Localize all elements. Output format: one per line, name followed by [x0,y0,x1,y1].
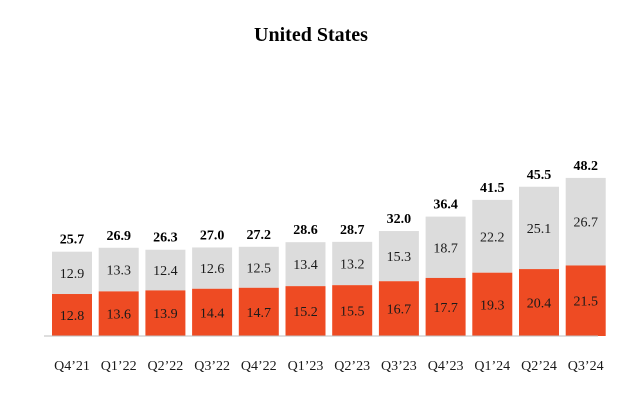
bar-segment-bottom [145,290,186,336]
bar-segment-top-label: 26.7 [573,216,598,231]
bar-segment-bottom [472,272,513,336]
total-labels-group: 25.7 26.9 26.3 27.0 27.2 28.6 28.7 32.0 36.4 41.5… [60,159,598,248]
bar-segment-bottom-label: 19.3 [480,298,505,313]
bar-total-label: 27.0 [200,228,225,243]
x-tick-label: Q3’23 [381,359,417,374]
bar-segment-top-label: 12.5 [247,261,272,276]
bar-segment-bottom [192,288,233,336]
x-tick-label: Q2’22 [148,359,184,374]
bar-segment-top [52,251,92,295]
bar-segment-top-label: 12.9 [60,267,85,282]
bar-segment-bottom-label: 20.4 [527,297,552,312]
bar-segment-top [472,199,513,273]
x-tick-label: Q1’23 [288,359,324,374]
bar-total-label: 26.9 [106,229,131,244]
x-tick-label: Q4’22 [241,359,277,374]
bar-segment-bottom-label: 15.2 [293,305,318,320]
bar-segment-bottom-label: 17.7 [433,301,458,316]
x-tick-label: Q2’24 [521,359,557,374]
bar-segment-bottom [98,291,139,336]
bar-segment-bottom [519,269,559,336]
bar-total-label: 28.6 [293,223,318,238]
bar-segment-top [332,241,373,286]
bar-segment-top-label: 13.2 [340,258,365,273]
x-tick-label: Q4’23 [428,359,464,374]
x-tick-label: Q3’22 [194,359,230,374]
bar-total-label: 36.4 [433,198,458,213]
bar-total-label: 26.3 [153,231,178,246]
bar-segment-top-label: 12.6 [200,262,225,277]
bar-segment-top-label: 12.4 [153,264,178,279]
bar-segment-bottom [378,281,419,336]
bar-segment-top [519,186,559,270]
bar-segment-bottom [285,286,326,336]
bar-segment-bottom [332,285,373,336]
bar-segment-top-label: 13.3 [106,264,131,279]
bar-segment-bottom-label: 14.4 [200,306,225,321]
x-tick-label: Q1’22 [101,359,137,374]
bar-segment-top-label: 22.2 [480,230,505,245]
bar-total-label: 32.0 [387,212,412,227]
bar-total-label: 41.5 [480,181,505,196]
bar-total-label: 25.7 [60,233,85,248]
bar-total-label: 27.2 [247,228,272,243]
bar-segment-bottom [238,287,279,336]
bar-segment-top [378,231,419,282]
bar-segment-bottom-label: 14.7 [247,306,272,321]
chart-title: United States [254,24,368,46]
bar-segment-bottom-label: 13.6 [106,308,131,323]
bar-segment-top-label: 18.7 [433,241,458,256]
bar-segment-bottom-label: 21.5 [573,295,598,310]
x-tick-label: Q4’21 [54,359,90,374]
bar-total-label: 28.7 [340,223,365,238]
bar-segment-top-label: 15.3 [387,250,412,265]
x-tick-label: Q1’24 [474,359,510,374]
bar-segment-top [98,247,139,292]
bar-segment-bottom [565,265,606,336]
bar-segment-top [285,242,326,287]
bar-segment-top [565,177,606,266]
bar-total-label: 45.5 [527,168,552,183]
x-tick-labels-group: Q4’21 Q1’22 Q2’22 Q3’22 Q4’22 Q1’23 Q2’23 Q3’23… [54,359,603,374]
bar-segment-top [192,247,233,289]
x-tick-label: Q2’23 [334,359,370,374]
bar-segment-bottom-label: 16.7 [387,303,412,318]
bar-segment-bottom [52,294,92,336]
bar-segment-bottom [425,277,466,336]
bar-total-label: 48.2 [573,159,598,174]
x-tick-label: Q3’24 [568,359,604,374]
bar-segment-top-label: 25.1 [527,222,552,237]
bars-group [52,177,606,336]
bar-segment-top [238,246,279,288]
bar-segment-top [145,249,186,291]
bar-segment-top [425,216,466,278]
bar-segment-bottom-label: 12.8 [60,309,85,324]
bar-segment-top-label: 13.4 [293,258,318,273]
bar-segment-bottom-label: 15.5 [340,305,365,320]
segment-labels-group: 12.8 12.9 13.6 13.3 13.9 12.4 14.4 12.6 14.7 12.5… [60,216,598,324]
bar-segment-bottom-label: 13.9 [153,307,178,322]
